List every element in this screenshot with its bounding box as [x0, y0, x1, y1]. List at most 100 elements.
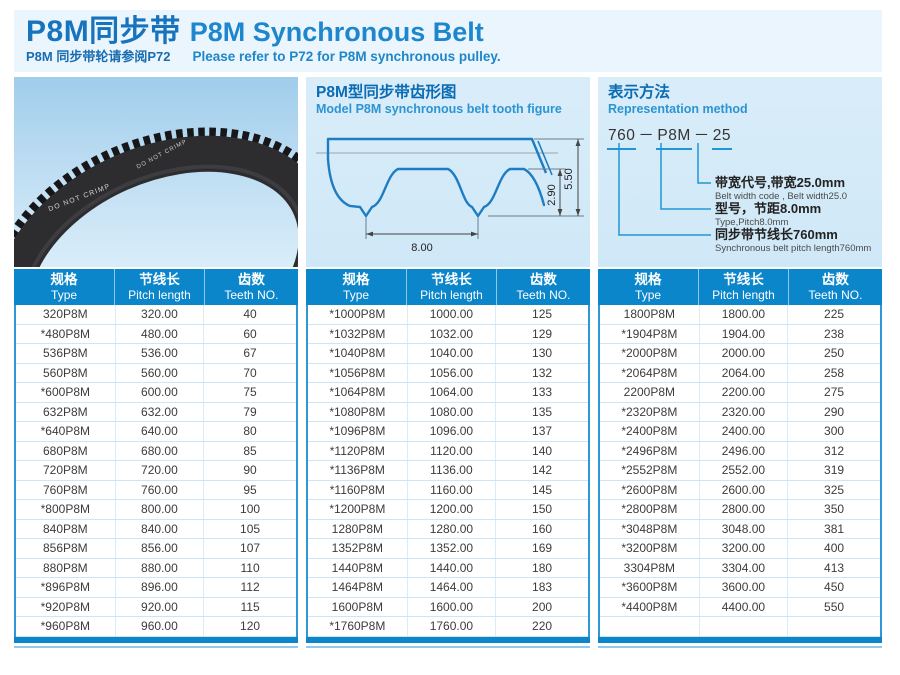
pitch-length-cell: 2400.00 [700, 422, 789, 441]
pitch-length-cell: 3048.00 [700, 519, 789, 538]
callout-type-pitch: 型号，节距8.0mm Type,Pitch8.0mm [715, 201, 877, 229]
callout-belt-width-zh: 带宽代号,带宽25.0mm [715, 175, 846, 190]
pitch-length-cell: 1080.00 [408, 402, 497, 421]
pitch-length-cell: 760.00 [116, 480, 205, 499]
type-cell: 1800P8M [600, 305, 700, 324]
col-type-en: Type [51, 288, 78, 302]
table-header: 规格 Type 节线长 Pitch length 齿数 Teeth NO. [306, 269, 590, 305]
teeth-no-cell: 258 [824, 365, 845, 380]
pitch-length-cell: 1440.00 [408, 558, 497, 577]
col-type-header: 规格 Type [598, 269, 700, 305]
representation-title-en: Representation method [608, 102, 748, 116]
type-cell: *1760P8M [308, 617, 408, 636]
col-teeth-en: Teeth NO. [224, 288, 279, 302]
teeth-no-cell: 40 [243, 307, 257, 322]
table-row: 560P8M 560.00 70 [16, 363, 296, 383]
table-row: *4400P8M 4400.00 550 [600, 597, 880, 617]
pitch-length-cell: 632.00 [116, 402, 205, 421]
pitch-length-cell: 1600.00 [408, 597, 497, 616]
type-cell: 1440P8M [308, 558, 408, 577]
table-row: *960P8M 960.00 120 [16, 617, 296, 637]
belt-code: 760 － P8M － 25 [607, 123, 733, 150]
table-row: *1040P8M 1040.00 130 [308, 344, 588, 364]
table-row: 1440P8M 1440.00 180 [308, 558, 588, 578]
pitch-length-cell: 880.00 [116, 558, 205, 577]
page-title-en: P8M Synchronous Belt [189, 17, 484, 47]
dim-pitch: 8.00 [411, 242, 432, 254]
tooth-figure-title-en: Model P8M synchronous belt tooth figure [316, 102, 562, 116]
pitch-length-cell: 2496.00 [700, 441, 789, 460]
type-cell: 880P8M [16, 558, 116, 577]
teeth-no-cell: 133 [532, 385, 553, 400]
callout-pitch-length-en: Synchronous belt pitch length760mm [715, 243, 872, 254]
table-row: *2800P8M 2800.00 350 [600, 500, 880, 520]
teeth-no-cell: 135 [532, 404, 553, 419]
table-row: *1000P8M 1000.00 125 [308, 305, 588, 325]
pitch-length-cell: 320.00 [116, 305, 205, 324]
col-pitch-en: Pitch length [128, 288, 191, 302]
type-cell: *2800P8M [600, 500, 700, 519]
type-cell: 632P8M [16, 402, 116, 421]
teeth-no-cell: 550 [824, 599, 845, 614]
pitch-length-cell: 896.00 [116, 578, 205, 597]
teeth-no-cell: 413 [824, 560, 845, 575]
type-cell: 3304P8M [600, 558, 700, 577]
callout-type-pitch-zh: 型号，节距8.0mm [715, 201, 822, 216]
table-row: *1096P8M 1096.00 137 [308, 422, 588, 442]
type-cell: *600P8M [16, 383, 116, 402]
pitch-length-cell: 1352.00 [408, 539, 497, 558]
teeth-no-cell: 79 [243, 404, 257, 419]
dim-belt-height: 5.50 [563, 168, 575, 189]
type-cell: *1200P8M [308, 500, 408, 519]
table-row: 536P8M 536.00 67 [16, 344, 296, 364]
top-panels: DO NOT CRIMP DO NOT CRIMP P8M型同步带齿形图 Mod… [14, 77, 882, 267]
teeth-no-cell: 183 [532, 580, 553, 595]
col-teeth-header: 齿数 Teeth NO. [497, 269, 590, 305]
table-row: *1064P8M 1064.00 133 [308, 383, 588, 403]
pitch-length-cell: 1160.00 [408, 480, 497, 499]
type-cell: 2200P8M [600, 383, 700, 402]
col-pitch-header: 节线长 Pitch length [115, 269, 205, 305]
teeth-no-cell: 145 [532, 482, 553, 497]
type-cell: *480P8M [16, 324, 116, 343]
teeth-no-cell: 90 [243, 463, 257, 478]
type-cell: *1080P8M [308, 402, 408, 421]
type-cell: *1904P8M [600, 324, 700, 343]
table-row: 840P8M 840.00 105 [16, 519, 296, 539]
table-row: 760P8M 760.00 95 [16, 480, 296, 500]
table-bottom-bar [306, 636, 590, 643]
spec-table-2: 规格 Type 节线长 Pitch length 齿数 Teeth NO. *1… [306, 269, 590, 648]
belt-photo-image: DO NOT CRIMP DO NOT CRIMP [14, 127, 298, 267]
pitch-length-cell: 1032.00 [408, 324, 497, 343]
teeth-no-cell: 67 [243, 346, 257, 361]
table-row: 632P8M 632.00 79 [16, 402, 296, 422]
representation-panel: 表示方法 Representation method 760 － P8M － 25 带宽… [598, 77, 882, 267]
pitch-length-cell: 480.00 [116, 324, 205, 343]
teeth-no-cell: 275 [824, 385, 845, 400]
pitch-length-cell: 1760.00 [408, 617, 497, 636]
type-cell: *800P8M [16, 500, 116, 519]
callout-pitch-length: 同步带节线长760mm Synchronous belt pitch lengt… [715, 228, 877, 255]
tooth-figure-panel: P8M型同步带齿形图 Model P8M synchronous belt to… [306, 77, 590, 267]
teeth-no-cell: 381 [824, 521, 845, 536]
table-row: *640P8M 640.00 80 [16, 422, 296, 442]
callout-belt-width: 带宽代号,带宽25.0mm Belt width code , Belt wid… [715, 175, 877, 203]
pitch-length-cell: 2200.00 [700, 383, 789, 402]
col-type-header: 规格 Type [14, 269, 116, 305]
teeth-no-cell: 107 [240, 541, 261, 556]
spec-table-1: 规格 Type 节线长 Pitch length 齿数 Teeth NO. 32… [14, 269, 298, 648]
col-pitch-zh: 节线长 [723, 272, 764, 287]
pitch-length-cell: 600.00 [116, 383, 205, 402]
pitch-length-cell: 1136.00 [408, 461, 497, 480]
teeth-no-cell: 450 [824, 580, 845, 595]
representation-title-zh: 表示方法 [608, 84, 671, 101]
pitch-length-cell: 640.00 [116, 422, 205, 441]
type-cell: *2064P8M [600, 363, 700, 382]
col-type-zh: 规格 [634, 272, 662, 287]
type-cell: *2552P8M [600, 461, 700, 480]
pitch-length-cell: 840.00 [116, 519, 205, 538]
teeth-no-cell: 250 [824, 346, 845, 361]
page-subtitle-en: Please refer to P72 for P8M synchronous … [192, 49, 501, 64]
pitch-length-cell: 3200.00 [700, 539, 789, 558]
type-cell: *960P8M [16, 617, 116, 636]
